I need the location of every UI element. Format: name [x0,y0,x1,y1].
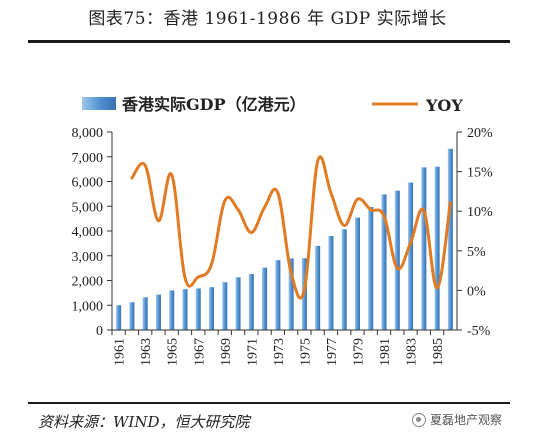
right-tick-label: 5% [467,245,486,260]
source-rule [28,402,510,404]
bar [328,235,334,330]
x-axis-ticks: 1961 1963 1965 1967 1969 1971 1973 1975 1977 1979… [111,330,446,366]
bar [434,166,440,330]
right-tick-label: -5% [467,324,491,339]
bar [155,294,161,330]
bar [408,182,414,330]
bar [341,229,347,330]
x-tick-label: 1977 [325,338,340,366]
x-tick-label: 1969 [219,338,234,366]
right-tick-label: 20% [467,126,493,141]
left-tick-label: 8,000 [72,126,104,141]
x-tick-label: 1981 [378,338,393,366]
bar [394,190,400,330]
x-tick-label: 1963 [139,338,154,366]
legend: 香港实际GDP（亿港元） YOY [82,95,463,115]
title-rule [28,40,510,43]
bar-series [116,148,453,330]
left-tick-label: 1,000 [72,299,104,314]
left-tick-label: 7,000 [72,151,104,166]
watermark-text: 夏磊地产观察 [430,413,503,427]
bar [368,206,374,330]
x-tick-label: 1967 [192,338,207,366]
x-tick-label: 1983 [405,338,420,366]
right-axis-ticks: -5% 0% 5% 10% 15% 20% [457,126,493,339]
legend-line-label: YOY [425,96,463,115]
bar [381,194,387,330]
legend-bar-label: 香港实际GDP（亿港元） [121,95,306,114]
x-tick-label: 1975 [298,338,313,366]
bar [421,167,427,330]
bar [169,290,175,330]
right-tick-label: 0% [467,284,486,299]
yoy-line [130,155,452,300]
bar [447,148,453,330]
bar [222,282,228,330]
right-tick-label: 15% [467,166,493,181]
left-tick-label: 4,000 [72,225,104,240]
bar [195,288,201,330]
bar [235,277,241,330]
bar [116,305,122,330]
source-note: 资料来源：WIND，恒大研究院 [38,413,250,431]
bar [209,287,215,330]
x-tick-label: 1985 [431,338,446,366]
legend-bar-swatch [82,97,116,110]
bar [182,289,188,330]
left-tick-label: 0 [96,324,103,339]
bar [142,297,148,330]
left-tick-label: 5,000 [72,200,104,215]
chart-title: 图表75：香港 1961-1986 年 GDP 实际增长 [88,9,447,29]
watermark-logo-icon [412,412,426,427]
bar [275,260,281,330]
x-tick-label: 1973 [272,338,287,366]
bar [129,302,135,330]
x-tick-label: 1979 [351,338,366,366]
bar [354,217,360,330]
x-tick-label: 1961 [113,338,128,366]
x-tick-label: 1971 [245,338,260,366]
bar [315,245,321,330]
left-axis-ticks: 0 1,000 2,000 3,000 4,000 5,000 6,000 7,000 8,00… [72,126,112,339]
left-tick-label: 6,000 [72,176,104,191]
bar [248,274,254,330]
left-tick-label: 2,000 [72,275,104,290]
right-tick-label: 10% [467,205,493,220]
bar [288,258,294,330]
x-tick-label: 1965 [166,338,181,366]
watermark: 夏磊地产观察 [412,411,502,428]
left-tick-label: 3,000 [72,250,104,265]
bar [262,267,268,330]
